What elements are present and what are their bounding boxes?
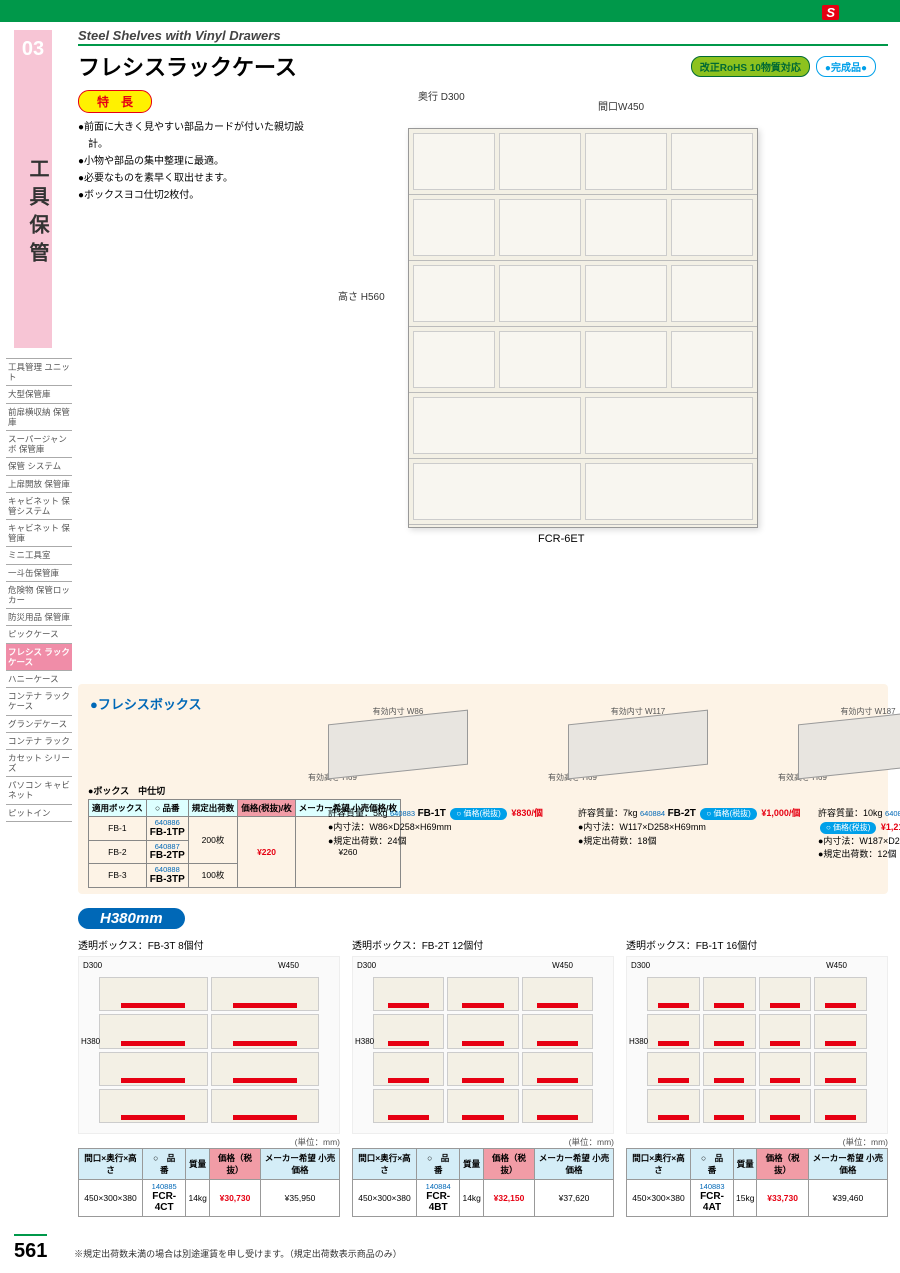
nav-item[interactable]: 防災用品 保管庫	[6, 608, 72, 625]
tray-1: 有効内寸 W86 有効高さ H69	[308, 706, 488, 796]
feature-item: 小物や部品の集中整理に最適。	[78, 153, 308, 170]
hero-image: 奥行 D300 間口W450 高さ H560 FCR-6ET	[338, 88, 778, 558]
brand: Sサカエ	[822, 2, 880, 21]
dim-depth: 奥行 D300	[418, 88, 465, 103]
nav-item[interactable]: 前扉横収納 保管庫	[6, 403, 72, 430]
top-bar: Sサカエ	[0, 0, 900, 22]
nav-item[interactable]: キャビネット 保管システム	[6, 492, 72, 519]
nav-item[interactable]: グランデケース	[6, 715, 72, 732]
product-row: 透明ボックス：FB-3T 8個付D300W450H380(単位：mm)間口×奥行…	[78, 937, 888, 1217]
nav-list: 工具管理 ユニット大型保管庫前扉横収納 保管庫スーパージャンボ 保管庫保管 シス…	[6, 358, 72, 822]
title-english: Steel Shelves with Vinyl Drawers	[78, 28, 888, 46]
nav-item[interactable]: ハニーケース	[6, 670, 72, 687]
nav-item[interactable]: フレシス ラックケース	[6, 643, 72, 670]
nav-item[interactable]: ミニ工具室	[6, 546, 72, 563]
cabinet-illustration	[408, 128, 758, 528]
h380-heading: H380mm	[78, 908, 185, 929]
dim-width: 間口W450	[598, 98, 644, 113]
finished-badge: ●完成品●	[816, 56, 876, 77]
footer-note: ※規定出荷数未満の場合は別途運賃を申し受けます。（規定出荷数表示商品のみ）	[74, 1247, 402, 1260]
nav-item[interactable]: 大型保管庫	[6, 385, 72, 402]
box-section: ●フレシスボックス 有効内寸 W86 有効高さ H69 有効内寸 W117 有効…	[78, 684, 888, 894]
rohs-badge: 改正RoHS 10物質対応	[691, 56, 810, 77]
footer: 561 ※規定出荷数未満の場合は別途運賃を申し受けます。（規定出荷数表示商品のみ…	[14, 1234, 886, 1263]
dim-height: 高さ H560	[338, 288, 385, 303]
page-number: 561	[14, 1234, 47, 1263]
partition-heading: ●ボックス 中仕切	[88, 784, 165, 797]
nav-item[interactable]: ピットイン	[6, 804, 72, 822]
nav-item[interactable]: カセット シリーズ	[6, 749, 72, 776]
box-detail-1: 許容質量：5kg 640883 FB-1T ○ 価格(税抜) ¥830/個●内寸…	[328, 806, 568, 848]
nav-item[interactable]: コンテナ ラック	[6, 732, 72, 749]
brand-s-icon: S	[822, 5, 839, 20]
features-list: 前面に大きく見やすい部品カードが付いた親切設計。小物や部品の集中整理に最適。必要…	[78, 119, 308, 204]
feature-item: ボックスヨコ仕切2枚付。	[78, 187, 308, 204]
badges: 改正RoHS 10物質対応 ●完成品●	[691, 56, 876, 77]
tray-3: 有効内寸 W187 有效高さ H69	[778, 706, 900, 796]
product-column: 透明ボックス：FB-3T 8個付D300W450H380(単位：mm)間口×奥行…	[78, 937, 340, 1217]
nav-item[interactable]: 危険物 保管ロッカー	[6, 581, 72, 608]
section-label: 工具保管	[14, 68, 52, 348]
left-sidebar: 03 工具保管 工具管理 ユニット大型保管庫前扉横収納 保管庫スーパージャンボ …	[0, 22, 70, 822]
product-column: 透明ボックス：FB-2T 12個付D300W450H380(単位：mm)間口×奥…	[352, 937, 614, 1217]
box-detail-2: 許容質量：7kg 640884 FB-2T ○ 価格(税抜) ¥1,000/個●…	[578, 806, 818, 848]
tray-2: 有効内寸 W117 有効高さ H69	[548, 706, 728, 796]
feature-item: 前面に大きく見やすい部品カードが付いた親切設計。	[78, 119, 308, 153]
nav-item[interactable]: コンテナ ラックケース	[6, 687, 72, 714]
nav-item[interactable]: 工具管理 ユニット	[6, 358, 72, 385]
nav-item[interactable]: 上扉開放 保管庫	[6, 475, 72, 492]
nav-item[interactable]: パソコン キャビネット	[6, 776, 72, 803]
features-heading: 特 長	[78, 90, 152, 113]
nav-item[interactable]: 一斗缶保管庫	[6, 564, 72, 581]
product-column: 透明ボックス：FB-1T 16個付D300W450H380(単位：mm)間口×奥…	[626, 937, 888, 1217]
section-number: 03	[14, 30, 52, 68]
feature-item: 必要なものを素早く取出せます。	[78, 170, 308, 187]
nav-item[interactable]: 保管 システム	[6, 457, 72, 474]
nav-item[interactable]: ピックケース	[6, 625, 72, 642]
brand-name: サカエ	[841, 5, 880, 20]
box-detail-3: 許容質量：10kg 640885 FB-3T ○ 価格(税抜) ¥1,210/個…	[818, 806, 900, 862]
main-content: Steel Shelves with Vinyl Drawers フレシスラック…	[78, 28, 888, 1217]
nav-item[interactable]: スーパージャンボ 保管庫	[6, 430, 72, 457]
nav-item[interactable]: キャビネット 保管庫	[6, 519, 72, 546]
hero-model-label: FCR-6ET	[538, 533, 584, 545]
